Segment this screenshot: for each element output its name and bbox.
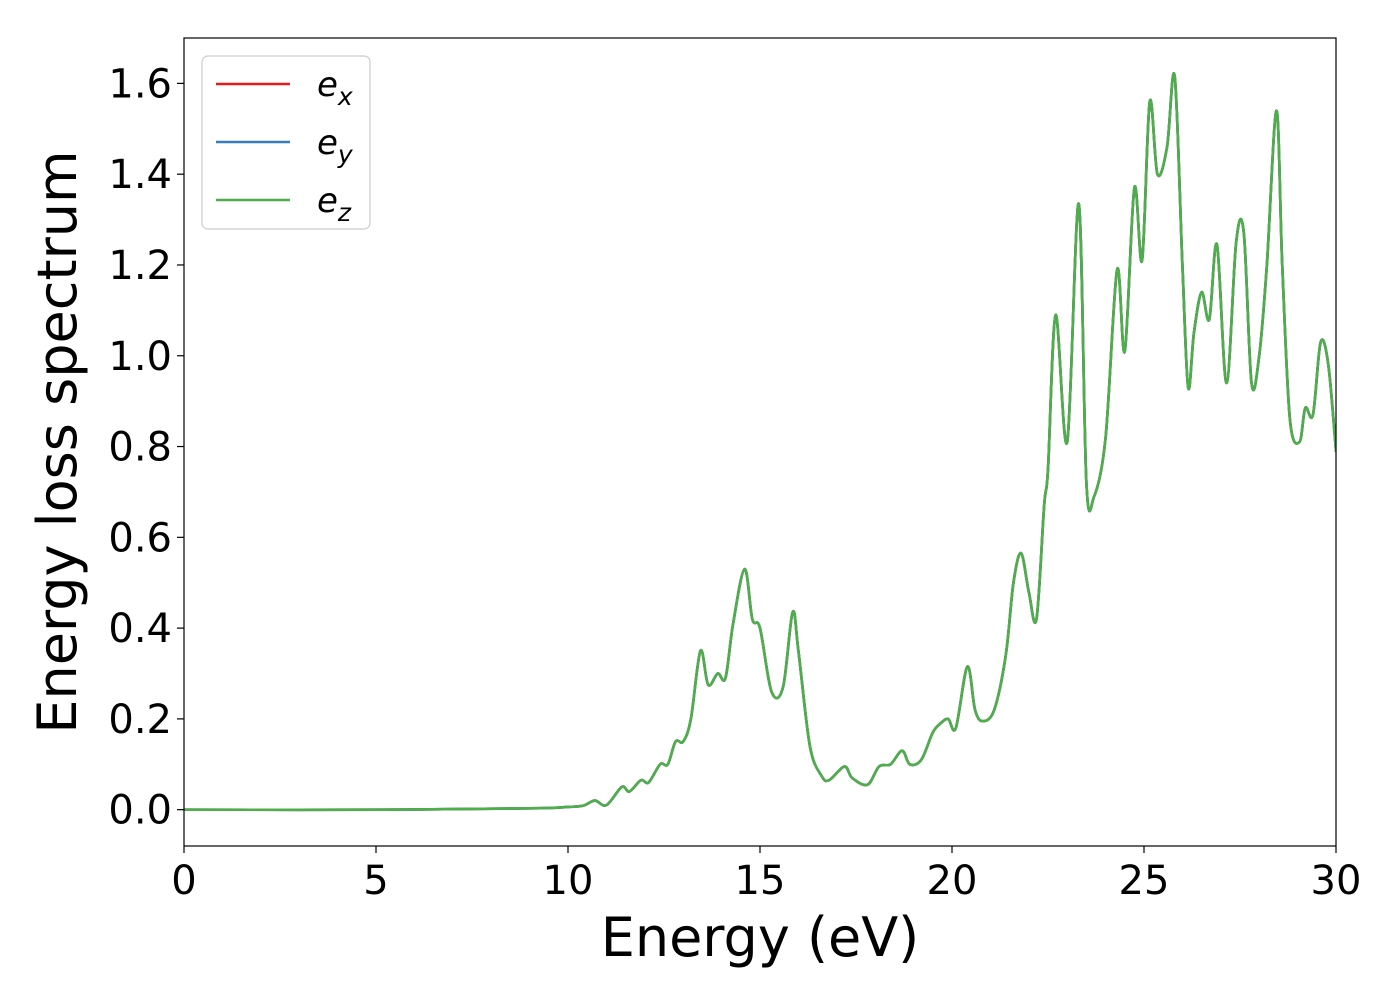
y-tick-label: 0.2 xyxy=(108,697,172,743)
legend-label-base: e xyxy=(317,181,338,221)
series-layer xyxy=(184,72,1336,812)
legend-label-base: e xyxy=(317,123,338,163)
y-tick-label: 1.0 xyxy=(108,334,172,380)
legend-label-ey: ey xyxy=(317,123,354,169)
legend-label-subscript: x xyxy=(337,82,353,111)
x-tick-label: 15 xyxy=(735,858,786,904)
legend-label-subscript: y xyxy=(337,140,354,169)
x-tick-label: 25 xyxy=(1119,858,1170,904)
x-axis-label: Energy (eV) xyxy=(601,906,920,969)
y-tick-label: 0.4 xyxy=(108,606,172,652)
y-tick-label: 0.6 xyxy=(108,515,172,561)
series-line-ez xyxy=(184,72,1336,812)
x-tick-label: 10 xyxy=(543,858,594,904)
x-tick-label: 30 xyxy=(1311,858,1362,904)
x-axis: 0 5 10 15 20 25 30 xyxy=(171,846,1361,904)
legend-label-ez: ez xyxy=(317,181,352,227)
x-tick-label: 20 xyxy=(927,858,978,904)
legend-label-ex: ex xyxy=(317,65,353,111)
legend-label-base: e xyxy=(317,65,338,105)
x-tick-label: 0 xyxy=(171,858,196,904)
legend-label-subscript: z xyxy=(337,198,352,227)
x-tick-label: 5 xyxy=(363,858,388,904)
y-axis: 0.0 0.2 0.4 0.6 0.8 1.0 1.2 1.4 1.6 xyxy=(108,61,184,834)
y-tick-label: 0.8 xyxy=(108,425,172,471)
y-tick-label: 1.4 xyxy=(108,152,172,198)
y-tick-label: 1.2 xyxy=(108,243,172,289)
y-tick-label: 1.6 xyxy=(108,61,172,107)
y-tick-label: 0.0 xyxy=(108,788,172,834)
y-axis-label: Energy loss spectrum xyxy=(26,150,89,733)
